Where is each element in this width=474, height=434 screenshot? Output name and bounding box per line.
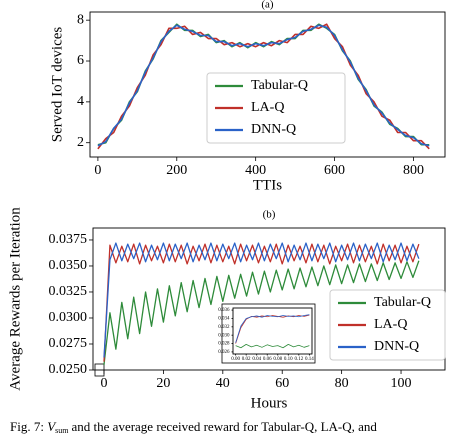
legend-label: LA-Q [374,317,407,332]
plot-frame [89,11,446,158]
x-tick-label: 20 [156,376,170,391]
x-tick-label: 0.02 [242,357,251,362]
y-tick-label: 0.032 [218,325,230,330]
series-line [103,242,420,358]
series-line [97,24,430,147]
legend-label: Tabular-Q [251,78,308,93]
y-tick-label: 0.028 [218,342,230,347]
x-tick-label: 0.04 [252,357,261,362]
x-tick-label: 0 [94,163,101,178]
caption-text: and the average received reward for Tabu… [72,419,378,434]
y-axis-label: Served IoT devices [49,27,65,143]
x-tick-label: 0.10 [284,357,293,362]
series-line [235,314,310,344]
y-tick-label: 2 [77,135,84,150]
y-tick-label: 0.0350 [49,258,88,273]
caption: Fig. 7: Vsum and the average received rew… [10,419,377,434]
legend-box [329,289,446,361]
x-tick-label: 0.08 [273,357,282,362]
x-tick-label: 0.12 [294,357,303,362]
x-tick-label: 800 [403,163,424,178]
y-tick-label: 4 [77,94,84,109]
chart-title: (b) [263,209,276,221]
plot-frame [232,307,313,355]
x-tick-label: 80 [335,376,349,391]
x-tick-label: 0 [100,376,107,391]
legend-label: LA-Q [251,100,284,115]
x-tick-label: 400 [245,163,266,178]
x-tick-label: 0.14 [305,357,314,362]
y-tick-label: 0.0300 [49,310,88,325]
legend-box [206,72,346,144]
y-tick-label: 0.030 [218,333,230,338]
x-tick-label: 0.06 [263,357,272,362]
x-tick-label: 200 [166,163,187,178]
legend-label: Tabular-Q [374,295,431,310]
series-line [103,243,420,362]
x-tick-label: 40 [216,376,230,391]
series-line [235,314,310,343]
y-tick-label: 6 [77,53,84,68]
series-line [97,23,430,150]
series-line [103,260,420,365]
x-tick-label: 100 [391,376,412,391]
x-axis-label: Hours [251,395,288,411]
x-tick-label: 60 [275,376,289,391]
y-tick-label: 0.026 [218,350,230,355]
x-tick-label: 600 [324,163,345,178]
series-line [235,343,310,349]
caption-prefix: Fig. 7: [10,419,44,434]
y-tick-label: 0.0375 [49,232,88,247]
y-tick-label: 8 [77,12,84,27]
y-axis-label: Average Rewards per Iteration [7,207,23,391]
x-axis-label: TTIs [253,177,282,193]
legend-label: DNN-Q [251,122,296,137]
y-tick-label: 0.0325 [49,284,88,299]
x-tick-label: 0.00 [231,357,240,362]
chart-title: (a) [261,0,274,11]
y-tick-label: 0.034 [218,317,230,322]
y-tick-label: 0.0275 [49,336,88,351]
y-tick-label: 0.036 [218,308,230,313]
inset-frame [221,303,316,364]
y-tick-label: 0.0250 [49,362,88,377]
caption-subscript: sum [55,426,69,434]
legend-label: DNN-Q [374,339,419,354]
caption-symbol: V [47,419,57,434]
